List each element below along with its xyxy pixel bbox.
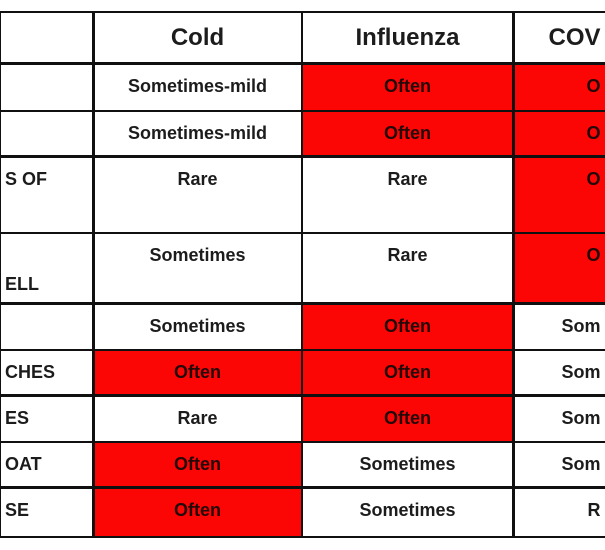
cold-value-r2: Sometimes-mild <box>94 112 301 155</box>
cold-value-r3: Rare <box>94 157 301 232</box>
symptom-label-r4: ELL <box>1 234 92 302</box>
header-influenza: Influenza <box>303 13 512 62</box>
influenza-value-r1: Often <box>303 64 512 110</box>
header-symptom-blank <box>1 13 92 62</box>
influenza-value-r2: Often <box>303 112 512 155</box>
influenza-value-r9: Sometimes <box>303 488 512 536</box>
symptom-label-r7: ES <box>1 396 92 441</box>
covid-value-r4: O <box>514 234 605 302</box>
header-cold: Cold <box>94 13 301 62</box>
symptom-label-r2 <box>1 112 92 155</box>
covid-value-r5: Som <box>514 304 605 349</box>
symptom-label-r5 <box>1 304 92 349</box>
cold-value-r6: Often <box>94 351 301 394</box>
influenza-value-r7: Often <box>303 396 512 441</box>
covid-value-r9: R <box>514 488 605 536</box>
influenza-value-r5: Often <box>303 304 512 349</box>
symptom-label-r1 <box>1 64 92 110</box>
covid-value-r3: O <box>514 157 605 232</box>
cold-value-r5: Sometimes <box>94 304 301 349</box>
cold-value-r7: Rare <box>94 396 301 441</box>
covid-value-r1: O <box>514 64 605 110</box>
influenza-value-r6: Often <box>303 351 512 394</box>
table-grid: Cold Influenza COV Sometimes-mild Often … <box>0 11 605 538</box>
covid-value-r2: O <box>514 112 605 155</box>
influenza-value-r4: Rare <box>303 234 512 302</box>
cold-value-r4: Sometimes <box>94 234 301 302</box>
header-covid: COV <box>514 13 605 62</box>
cold-value-r8: Often <box>94 443 301 486</box>
symptom-label-r3: S OF <box>1 157 92 232</box>
symptom-label-r6: CHES <box>1 351 92 394</box>
cold-value-r9: Often <box>94 488 301 536</box>
influenza-value-r3: Rare <box>303 157 512 232</box>
covid-value-r7: Som <box>514 396 605 441</box>
covid-value-r6: Som <box>514 351 605 394</box>
influenza-value-r8: Sometimes <box>303 443 512 486</box>
cold-value-r1: Sometimes-mild <box>94 64 301 110</box>
symptom-label-r9: SE <box>1 488 92 536</box>
covid-value-r8: Som <box>514 443 605 486</box>
symptom-label-r8: OAT <box>1 443 92 486</box>
